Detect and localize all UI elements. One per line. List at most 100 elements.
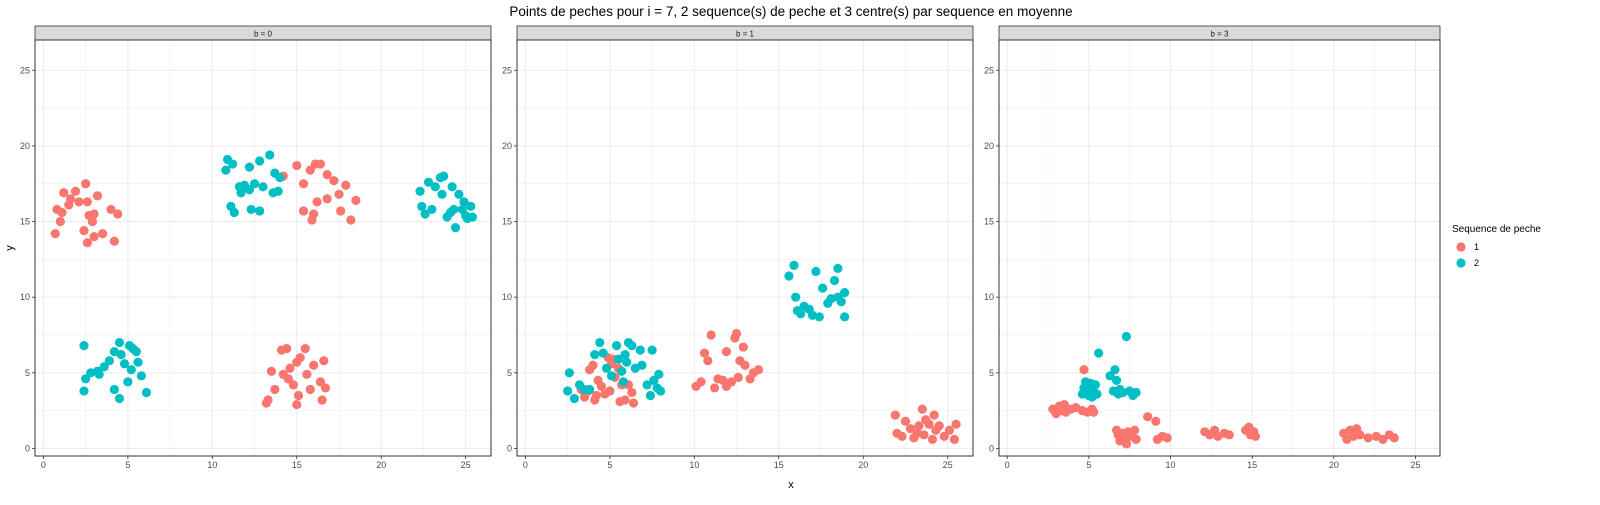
data-point	[114, 393, 125, 404]
legend-label: 1	[1474, 242, 1479, 252]
data-point	[417, 201, 427, 211]
legend-item-1: 1	[1456, 242, 1479, 252]
data-point	[564, 368, 574, 378]
data-point	[307, 215, 317, 225]
y-tick-label: 0	[507, 443, 512, 453]
data-point	[1244, 422, 1254, 432]
y-axis: 0 5 10 15 20 25	[20, 65, 35, 453]
data-point	[905, 424, 916, 434]
x-tick-label: 0	[523, 460, 528, 470]
data-point	[1121, 331, 1131, 342]
data-point	[1049, 406, 1060, 416]
data-point	[255, 206, 265, 216]
x-tick-label: 15	[292, 460, 302, 470]
x-tick-label: 25	[461, 460, 471, 470]
data-point	[699, 348, 710, 358]
data-point	[79, 386, 89, 396]
data-point	[293, 390, 304, 401]
data-point	[305, 165, 315, 175]
data-point	[459, 197, 469, 207]
data-point	[292, 399, 302, 410]
data-point	[914, 421, 924, 431]
legend-key	[1456, 242, 1466, 252]
data-point	[703, 356, 713, 366]
data-point	[1224, 430, 1234, 440]
data-point	[1087, 404, 1097, 414]
data-point	[439, 171, 449, 181]
data-point	[738, 342, 748, 352]
panel-background	[35, 40, 491, 456]
data-point	[133, 357, 143, 367]
data-point	[1080, 377, 1091, 387]
data-point	[423, 177, 434, 187]
legend-label: 2	[1474, 258, 1479, 268]
y-tick-label: 0	[989, 443, 994, 453]
data-point	[116, 350, 126, 360]
data-point	[106, 204, 116, 215]
data-point	[437, 189, 447, 199]
facet-panel-2: b = 1 0 5 10 15 20 25 0 5 10 15 20 25	[502, 25, 974, 470]
data-point	[1092, 389, 1102, 399]
data-point	[104, 356, 114, 366]
data-point	[136, 371, 146, 381]
data-point	[1143, 412, 1153, 422]
y-axis: 0 5 10 15 20 25	[984, 65, 999, 453]
data-point	[601, 363, 612, 373]
data-point	[430, 182, 440, 192]
data-point	[298, 179, 309, 189]
data-point	[282, 343, 292, 354]
chart-title: Points de peches pour i = 7, 2 sequence(…	[509, 4, 1072, 19]
data-point	[461, 210, 471, 221]
data-point	[1250, 431, 1261, 441]
data-point	[244, 185, 255, 195]
data-point	[123, 377, 133, 387]
grid-lines	[35, 40, 491, 456]
x-tick-label: 0	[1005, 460, 1010, 470]
y-tick-label: 25	[984, 65, 994, 75]
data-point	[300, 343, 310, 354]
data-point	[605, 386, 615, 396]
data-point	[934, 421, 944, 431]
data-point	[59, 188, 69, 198]
data-point	[320, 383, 331, 393]
y-tick-label: 5	[25, 368, 30, 378]
x-tick-label: 15	[774, 460, 784, 470]
data-point	[598, 348, 608, 358]
data-point	[317, 395, 327, 405]
data-point	[109, 384, 119, 395]
data-point	[840, 312, 850, 322]
x-tick-label: 10	[207, 460, 217, 470]
y-tick-label: 5	[989, 368, 994, 378]
data-point	[270, 384, 280, 395]
data-point	[81, 374, 91, 384]
data-point	[1094, 348, 1104, 358]
data-point	[89, 232, 99, 242]
y-tick-label: 10	[502, 292, 512, 302]
data-point	[64, 200, 74, 210]
data-point	[649, 375, 659, 385]
data-point	[627, 340, 637, 351]
data-point	[255, 156, 265, 166]
data-point	[1084, 390, 1094, 401]
data-point	[612, 340, 622, 351]
data-point	[81, 179, 91, 189]
data-point	[814, 312, 824, 322]
data-point	[696, 377, 706, 387]
data-point	[229, 207, 239, 218]
facet-panel-1: b = 0 0 5 10 15 20 25 0 5 10 15 20 25	[20, 25, 492, 470]
data-point	[270, 168, 280, 178]
data-point	[466, 201, 476, 211]
data-point	[449, 204, 459, 215]
facet-strip-label: b = 0	[254, 30, 273, 39]
data-point	[591, 390, 601, 401]
panel-background	[999, 40, 1440, 456]
data-point	[50, 229, 60, 239]
data-point	[1110, 365, 1120, 375]
x-tick-label: 5	[125, 460, 130, 470]
y-tick-label: 20	[502, 141, 512, 151]
data-point	[322, 194, 332, 204]
x-tick-label: 20	[858, 460, 868, 470]
data-point	[74, 197, 84, 207]
